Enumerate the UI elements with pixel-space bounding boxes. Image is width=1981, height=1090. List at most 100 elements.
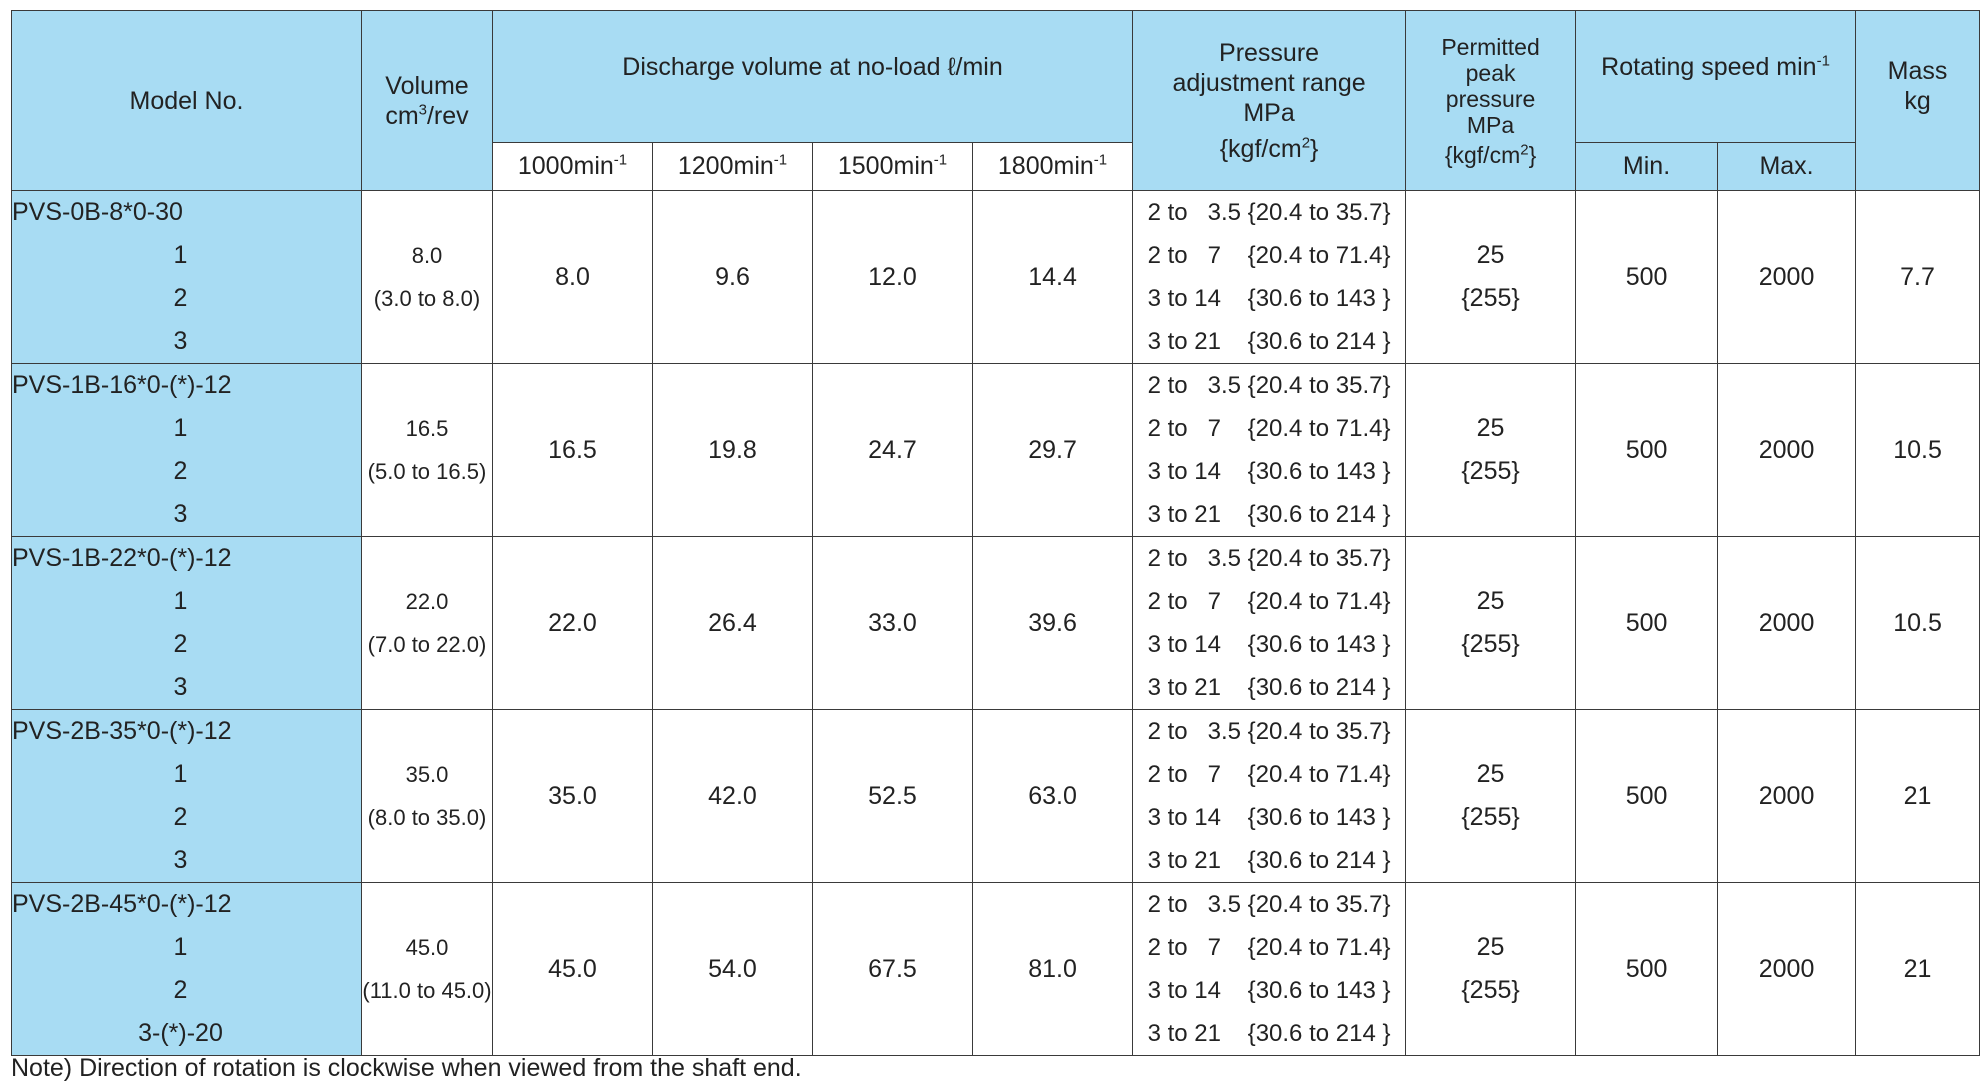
peak-pressure-cell: 25 {255}	[1405, 882, 1577, 1056]
volume-range: (7.0 to 22.0)	[367, 632, 487, 657]
peak-mpa: 25	[1476, 241, 1505, 269]
mass-cell: 10.5	[1855, 536, 1981, 710]
discharge-1000-cell: 22.0	[492, 536, 653, 710]
pressure-range-line: 3 to 14 {30.6 to 143 }	[1147, 285, 1391, 312]
table-row: PVS-2B-35*0-(*)-12 1 2 3 35.0 (8.0 to 35.0) 35…	[11, 709, 1981, 883]
discharge-1200-cell: 19.8	[652, 363, 813, 537]
volume-cell: 22.0 (7.0 to 22.0)	[361, 536, 493, 710]
model-name: PVS-2B-45*0-(*)-12	[12, 890, 232, 918]
model-name: PVS-0B-8*0-30	[12, 198, 183, 226]
volume-cell: 8.0 (3.0 to 8.0)	[361, 190, 493, 364]
mass-cell: 21	[1855, 709, 1981, 883]
discharge-1200-cell: 26.4	[652, 536, 813, 710]
header-speed-1200: 1200min-1	[652, 142, 813, 191]
header-rotating-sup: -1	[1816, 52, 1830, 70]
peak-mpa: 25	[1476, 760, 1505, 788]
header-peak-line1: Permitted	[1441, 33, 1540, 60]
pressure-range-line: 3 to 21 {30.6 to 214 }	[1147, 847, 1391, 874]
rot-max-cell: 2000	[1717, 709, 1857, 883]
header-pressure-line4: {kgf/cm2}	[1219, 134, 1319, 163]
header-rotating-label: Rotating speed min	[1601, 52, 1817, 81]
model-variant: 3	[173, 673, 188, 701]
header-model-no: Model No.	[11, 10, 362, 191]
table-row: PVS-0B-8*0-30 1 2 3 8.0 (3.0 to 8.0) 8.0 9.6 12.…	[11, 190, 1981, 364]
rot-min-cell: 500	[1575, 190, 1719, 364]
model-variant: 1	[173, 241, 188, 269]
header-mass-line2: kg	[1904, 87, 1931, 115]
model-variant: 2	[173, 284, 188, 312]
discharge-1800-cell: 29.7	[971, 363, 1134, 537]
rot-max-cell: 2000	[1717, 190, 1857, 364]
pressure-range-line: 3 to 21 {30.6 to 214 }	[1147, 1020, 1391, 1047]
header-discharge-label: Discharge volume at no-load ℓ/min	[622, 52, 1003, 81]
volume-value: 35.0	[405, 762, 449, 787]
footnote: Note) Direction of rotation is clockwise…	[11, 1054, 802, 1082]
peak-pressure-cell: 25 {255}	[1405, 709, 1577, 883]
header-pressure-range: Pressure adjustment range MPa {kgf/cm2}	[1132, 10, 1407, 191]
header-rot-max: Max.	[1717, 142, 1857, 191]
model-variant: 1	[173, 414, 188, 442]
rot-max-cell: 2000	[1717, 882, 1857, 1056]
peak-kgf: {255}	[1461, 803, 1520, 831]
header-pressure-line2: adjustment range	[1172, 68, 1366, 97]
header-peak-line4: MPa	[1466, 111, 1515, 138]
model-name: PVS-2B-35*0-(*)-12	[12, 717, 232, 745]
model-variant: 2	[173, 457, 188, 485]
pressure-range-cell: 2 to 3.5 {20.4 to 35.7} 2 to 7 {20.4 to 7…	[1132, 709, 1407, 883]
pressure-range-line: 2 to 7 {20.4 to 71.4}	[1147, 934, 1391, 961]
pressure-range-cell: 2 to 3.5 {20.4 to 35.7} 2 to 7 {20.4 to 7…	[1132, 363, 1407, 537]
spec-table: Model No. Volume cm3/rev Discharge volum…	[11, 10, 1981, 1056]
discharge-1500-cell: 52.5	[812, 709, 973, 883]
header-volume-label: Volume	[385, 71, 469, 100]
pressure-range-line: 3 to 14 {30.6 to 143 }	[1147, 458, 1391, 485]
header-mass-line1: Mass	[1887, 57, 1948, 85]
volume-value: 8.0	[411, 243, 443, 268]
pressure-range-line: 3 to 14 {30.6 to 143 }	[1147, 977, 1391, 1004]
model-variant: 3	[173, 327, 188, 355]
model-cell: PVS-0B-8*0-30 1 2 3	[11, 190, 362, 364]
header-volume-unit: cm3/rev	[385, 101, 469, 130]
peak-kgf: {255}	[1461, 284, 1520, 312]
model-name: PVS-1B-16*0-(*)-12	[12, 371, 232, 399]
discharge-1500-cell: 67.5	[812, 882, 973, 1056]
pressure-range-cell: 2 to 3.5 {20.4 to 35.7} 2 to 7 {20.4 to 7…	[1132, 536, 1407, 710]
volume-cell: 16.5 (5.0 to 16.5)	[361, 363, 493, 537]
pressure-range-line: 2 to 3.5 {20.4 to 35.7}	[1147, 199, 1391, 226]
discharge-1800-cell: 14.4	[971, 190, 1134, 364]
peak-mpa: 25	[1476, 587, 1505, 615]
volume-range: (3.0 to 8.0)	[373, 286, 481, 311]
peak-pressure-cell: 25 {255}	[1405, 363, 1577, 537]
model-cell: PVS-2B-45*0-(*)-12 1 2 3-(*)-20	[11, 882, 362, 1056]
discharge-1200-cell: 42.0	[652, 709, 813, 883]
rot-min-cell: 500	[1575, 709, 1719, 883]
peak-kgf: {255}	[1461, 630, 1520, 658]
model-name: PVS-1B-22*0-(*)-12	[12, 544, 232, 572]
model-variant: 2	[173, 976, 188, 1004]
model-variant: 1	[173, 587, 188, 615]
model-variant: 1	[173, 933, 188, 961]
header-mass: Mass kg	[1855, 10, 1981, 191]
peak-mpa: 25	[1476, 933, 1505, 961]
volume-value: 45.0	[405, 935, 449, 960]
pressure-range-cell: 2 to 3.5 {20.4 to 35.7} 2 to 7 {20.4 to 7…	[1132, 882, 1407, 1056]
discharge-1000-cell: 45.0	[492, 882, 653, 1056]
discharge-1800-cell: 81.0	[971, 882, 1134, 1056]
header-speed-1500: 1500min-1	[812, 142, 973, 191]
header-pressure-line3: MPa	[1243, 98, 1295, 127]
discharge-1000-cell: 16.5	[492, 363, 653, 537]
pressure-range-line: 2 to 3.5 {20.4 to 35.7}	[1147, 372, 1391, 399]
header-volume: Volume cm3/rev	[361, 10, 493, 191]
model-variant: 2	[173, 630, 188, 658]
pressure-range-line: 2 to 3.5 {20.4 to 35.7}	[1147, 545, 1391, 572]
model-cell: PVS-1B-16*0-(*)-12 1 2 3	[11, 363, 362, 537]
model-cell: PVS-1B-22*0-(*)-12 1 2 3	[11, 536, 362, 710]
peak-kgf: {255}	[1461, 976, 1520, 1004]
discharge-1500-cell: 12.0	[812, 190, 973, 364]
discharge-1800-cell: 39.6	[971, 536, 1134, 710]
peak-pressure-cell: 25 {255}	[1405, 536, 1577, 710]
volume-range: (8.0 to 35.0)	[367, 805, 487, 830]
volume-cell: 35.0 (8.0 to 35.0)	[361, 709, 493, 883]
mass-cell: 21	[1855, 882, 1981, 1056]
mass-cell: 7.7	[1855, 190, 1981, 364]
table-row: PVS-1B-22*0-(*)-12 1 2 3 22.0 (7.0 to 22.0) 22…	[11, 536, 1981, 710]
